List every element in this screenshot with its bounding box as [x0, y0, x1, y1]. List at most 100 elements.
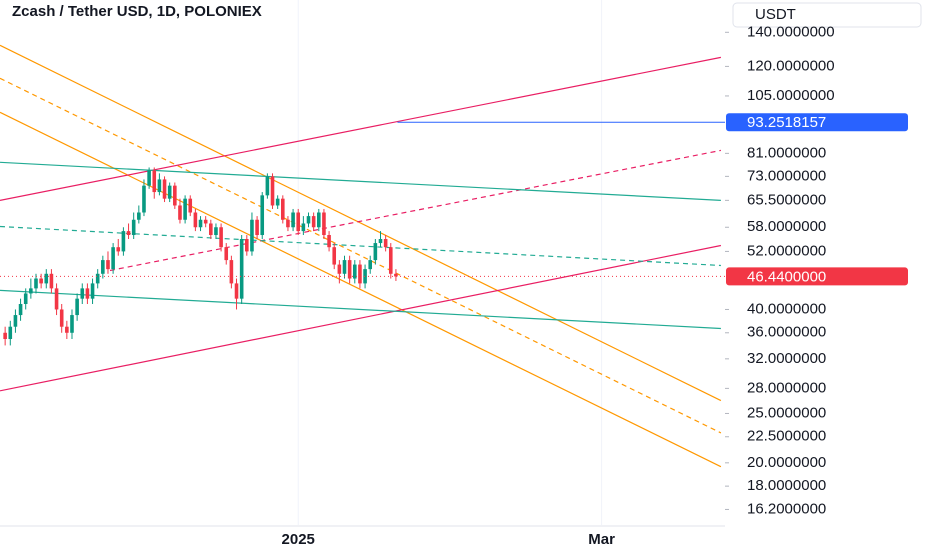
y-tick-label: 20.0000000: [747, 454, 826, 471]
y-tick-label: 65.5000000: [747, 191, 826, 208]
candle-body: [342, 260, 347, 274]
candle-body: [286, 219, 290, 228]
candle-body: [332, 247, 337, 265]
candle-body: [8, 326, 13, 340]
candle-body: [173, 185, 177, 206]
candle-body: [131, 219, 136, 236]
candle-body: [137, 212, 141, 220]
candle-body: [306, 216, 311, 224]
candle-body: [39, 278, 43, 284]
y-tick-label: 58.0000000: [747, 218, 826, 235]
candle-body: [250, 219, 254, 252]
candle-body: [229, 260, 234, 284]
candle-body: [3, 332, 7, 340]
candle-body: [363, 269, 367, 284]
y-tick-label: 105.0000000: [747, 87, 835, 104]
candle-body: [101, 260, 105, 274]
candle-body: [347, 260, 352, 279]
candle-body: [49, 273, 54, 289]
trend-line: [0, 244, 722, 392]
y-tick-label: 18.0000000: [747, 477, 826, 494]
candle-body: [13, 315, 18, 327]
trend-line: [0, 289, 721, 330]
candle-body: [270, 176, 275, 206]
candle-body: [18, 304, 23, 316]
y-tick-label: 140.0000000: [747, 23, 835, 40]
trend-line: [0, 161, 721, 201]
candle-body: [388, 247, 393, 274]
candle-body: [106, 260, 110, 270]
candle-body: [322, 212, 326, 236]
candle-body: [209, 223, 213, 236]
candle-body: [23, 293, 28, 305]
candle-body: [75, 298, 79, 316]
price-label: 93.2518157: [747, 114, 826, 131]
currency-label: USDT: [755, 6, 796, 23]
candle-body: [188, 198, 193, 213]
y-tick-label: 16.2000000: [747, 500, 826, 517]
candle-body: [352, 264, 357, 279]
x-tick-label: 2025: [282, 531, 315, 548]
y-tick-label: 81.0000000: [747, 144, 826, 161]
candle-body: [198, 219, 203, 228]
candle-body: [157, 179, 162, 193]
y-tick-label: 32.0000000: [747, 350, 826, 367]
candle-body: [265, 176, 270, 196]
candle-body: [316, 212, 321, 228]
candle-body: [311, 216, 316, 228]
candle-body: [337, 264, 342, 274]
candle-body: [34, 278, 38, 289]
trend-line: [109, 149, 722, 272]
candle-body: [183, 198, 187, 220]
candle-body: [383, 239, 388, 248]
candle-body: [373, 243, 378, 261]
candle-body: [239, 239, 244, 299]
y-tick-label: 36.0000000: [747, 324, 826, 341]
candle-body: [368, 260, 373, 270]
trend-line: [0, 44, 722, 402]
candle-body: [281, 198, 285, 220]
candle-body: [126, 231, 131, 236]
candle-body: [152, 170, 157, 193]
y-tick-label: 73.0000000: [747, 167, 826, 184]
candle-body: [296, 212, 301, 232]
candle-body: [85, 288, 90, 299]
price-label-box: [726, 113, 908, 132]
candle-body: [234, 283, 239, 299]
currency-box[interactable]: [732, 2, 922, 28]
candle-body: [54, 288, 59, 310]
candle-body: [178, 205, 182, 220]
candle-body: [59, 309, 64, 327]
candle-body: [245, 239, 249, 252]
candle-body: [44, 273, 49, 284]
candle-body: [167, 185, 172, 199]
candle-body: [214, 227, 218, 236]
candle-body: [394, 273, 398, 277]
price-label-box: [726, 267, 908, 286]
candle-body: [111, 247, 115, 270]
trend-line: [0, 111, 722, 468]
candle-body: [275, 198, 280, 206]
candle-body: [162, 179, 167, 199]
candle-body: [193, 212, 198, 228]
y-tick-label: 28.0000000: [747, 379, 826, 396]
candle-body: [260, 195, 265, 236]
price-label: 46.4400000: [747, 268, 826, 285]
candle-body: [95, 273, 100, 284]
candle-body: [327, 235, 331, 248]
candle-body: [70, 315, 74, 333]
candle-body: [203, 219, 208, 224]
candle-body: [378, 239, 383, 244]
y-tick-label: 120.0000000: [747, 57, 835, 74]
candle-body: [116, 247, 121, 252]
candle-body: [301, 223, 306, 232]
chart-title: Zcash / Tether USD, 1D, POLONIEX: [12, 3, 262, 20]
x-tick-label: Mar: [588, 531, 615, 548]
candle-body: [224, 247, 229, 261]
trend-line: [0, 77, 722, 434]
y-tick-label: 22.5000000: [747, 428, 826, 445]
candle-body: [358, 264, 362, 284]
y-tick-label: 25.0000000: [747, 404, 826, 421]
